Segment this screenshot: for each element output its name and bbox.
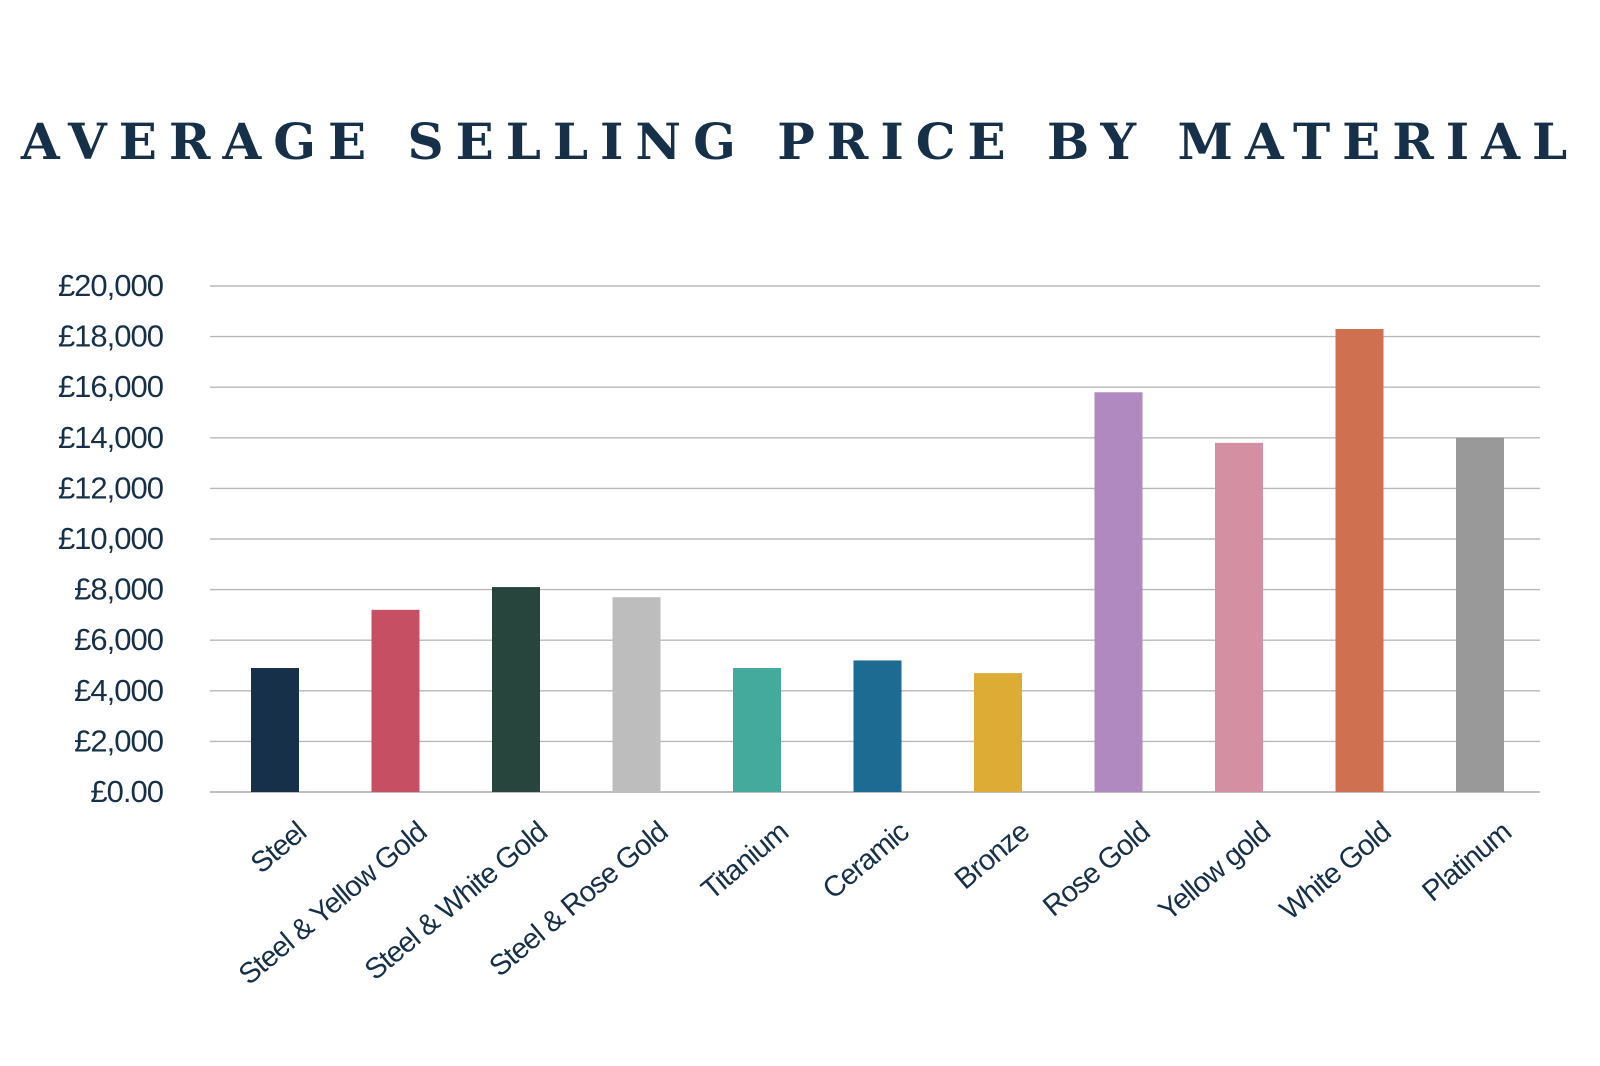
y-tick-label: £18,000 [58,319,164,354]
bar-steel-white-gold [492,587,540,792]
y-tick-label: £6,000 [74,622,164,657]
y-axis-tick-labels: £0.00 £2,000 £4,000 £6,000 £8,000 £10,000 £12,… [58,268,165,809]
x-category-label: Rose Gold [1037,816,1156,923]
y-tick-label: £20,000 [58,268,164,303]
bar-bronze [974,673,1022,792]
y-tick-label: £16,000 [58,369,164,404]
x-category-label: Bronze [949,816,1035,896]
x-category-label: Titanium [696,816,795,906]
y-tick-label: £12,000 [58,470,164,505]
x-category-label: Platinum [1416,816,1517,908]
y-tick-label: £10,000 [58,521,164,556]
y-tick-label: £4,000 [74,673,164,708]
y-tick-label: £0.00 [90,774,163,809]
x-category-label: Steel [245,816,312,880]
bar-white-gold [1335,329,1384,792]
chart-title: AVERAGE SELLING PRICE BY MATERIAL [20,112,1580,171]
bar-ceramic [853,660,902,792]
x-category-label: Ceramic [817,816,915,906]
x-category-label: Yellow gold [1153,816,1277,927]
bar-steel-rose-gold [612,597,661,792]
y-tick-label: £8,000 [74,572,164,607]
bar-yellow-gold [1215,442,1263,792]
x-category-label: White Gold [1274,816,1397,926]
bar-titanium [733,668,781,792]
bar-steel [251,668,299,792]
y-tick-label: £2,000 [74,723,164,758]
bars [251,329,1504,792]
y-tick-label: £14,000 [58,420,164,455]
bar-steel-yellow-gold [371,609,420,792]
bar-platinum [1456,437,1504,792]
bar-rose-gold [1094,392,1143,792]
